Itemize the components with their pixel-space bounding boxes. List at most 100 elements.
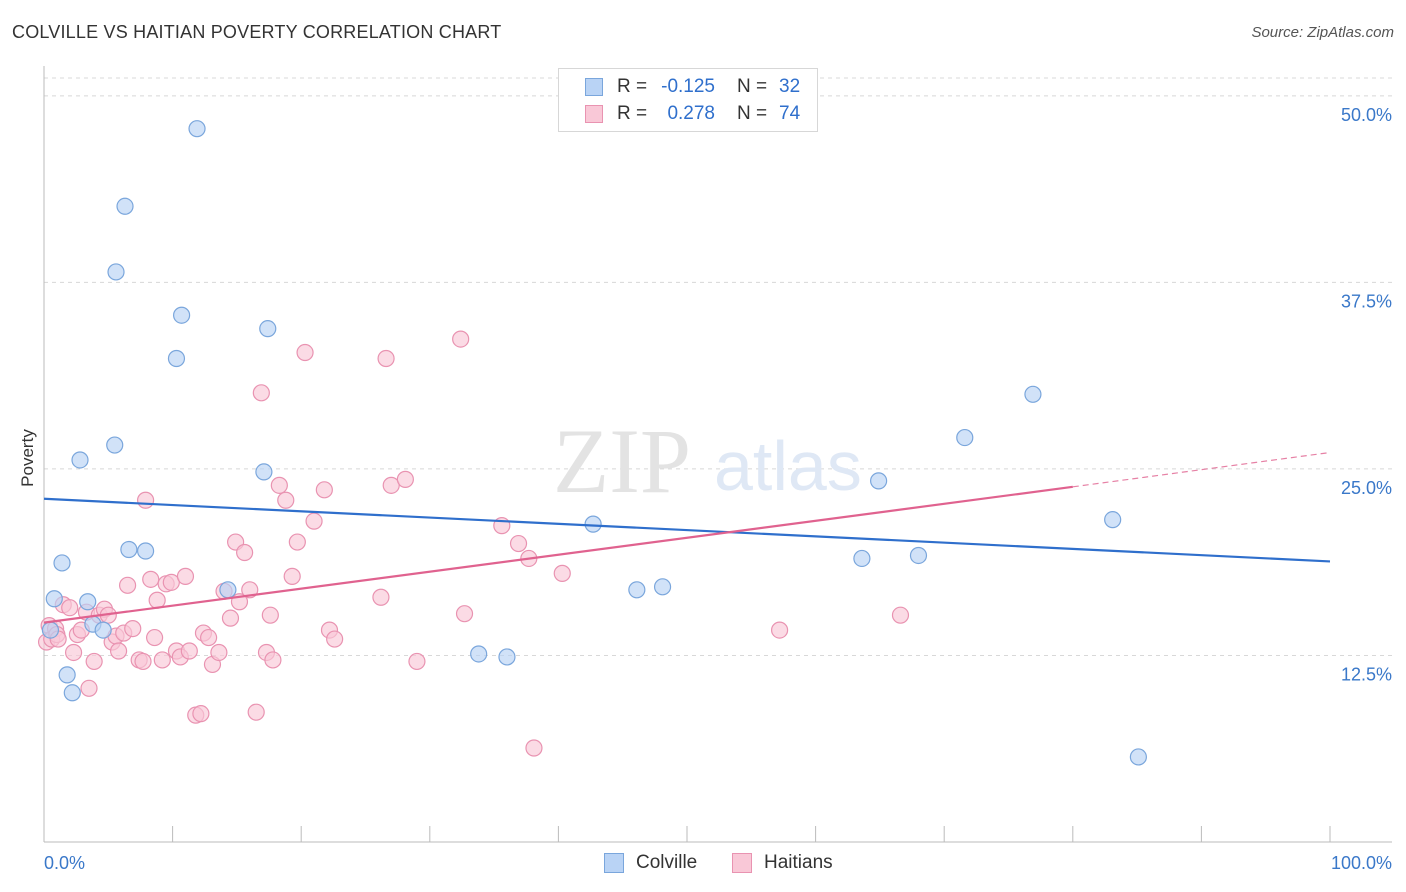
point-colville xyxy=(79,593,97,611)
trend-line-haitians xyxy=(43,485,1073,624)
y-axis-label: Poverty xyxy=(18,429,37,487)
point-colville xyxy=(259,320,277,338)
y-tick-label: 37.5% xyxy=(1341,291,1392,311)
point-haitians xyxy=(192,705,210,723)
point-haitians xyxy=(134,652,152,671)
point-haitians xyxy=(372,588,390,606)
legend-r-value: 0.278 xyxy=(667,103,715,124)
point-colville xyxy=(219,581,237,599)
points-layer xyxy=(37,120,1147,766)
point-colville xyxy=(45,590,63,608)
point-haitians xyxy=(221,609,240,627)
point-colville xyxy=(58,666,76,684)
legend-n-label: N = xyxy=(737,103,768,124)
point-colville xyxy=(106,436,124,454)
point-haitians xyxy=(283,567,301,585)
point-colville xyxy=(136,542,155,560)
point-haitians xyxy=(118,576,137,594)
trend-line-colville xyxy=(43,497,1331,563)
point-colville xyxy=(173,306,191,324)
point-haitians xyxy=(176,567,195,585)
series-legend-label: Haitians xyxy=(764,852,833,873)
point-haitians xyxy=(770,621,789,639)
chart-title: COLVILLE VS HAITIAN POVERTY CORRELATION … xyxy=(12,22,502,42)
stats-legend: R = -0.125 N = 32 R = 0.278 N = 74 xyxy=(558,68,818,132)
legend-r-label: R = xyxy=(617,76,648,97)
series-legend-haitians[interactable]: Haitians xyxy=(732,852,833,874)
point-haitians xyxy=(396,470,414,488)
legend-n-value: 74 xyxy=(779,103,801,124)
point-haitians xyxy=(288,533,306,551)
point-haitians xyxy=(85,652,103,671)
point-haitians xyxy=(241,581,259,599)
point-haitians xyxy=(109,642,128,660)
series-swatch-haitians xyxy=(732,853,752,873)
point-colville xyxy=(628,581,646,599)
point-colville xyxy=(1104,511,1122,529)
point-haitians xyxy=(509,534,528,553)
point-haitians xyxy=(180,642,198,660)
point-haitians xyxy=(247,703,265,721)
point-haitians xyxy=(315,481,333,499)
point-colville xyxy=(870,472,888,490)
point-haitians xyxy=(124,619,142,638)
legend-r-label: R = xyxy=(617,103,648,124)
point-colville xyxy=(853,549,871,568)
point-colville xyxy=(107,263,125,281)
point-colville xyxy=(53,554,71,572)
y-tick-label: 50.0% xyxy=(1341,105,1392,125)
series-legend-colville[interactable]: Colville xyxy=(604,852,697,874)
point-haitians xyxy=(305,512,323,530)
series-swatch-colville xyxy=(604,853,624,873)
point-colville xyxy=(498,648,516,666)
point-haitians xyxy=(80,679,98,697)
point-haitians xyxy=(252,384,270,402)
point-haitians xyxy=(891,606,910,624)
point-colville xyxy=(584,515,602,533)
point-colville xyxy=(167,349,186,368)
legend-swatch-colville xyxy=(585,78,603,96)
point-haitians xyxy=(553,564,571,582)
point-colville xyxy=(1024,385,1042,403)
legend-r-value: -0.125 xyxy=(661,76,715,97)
legend-swatch-haitians xyxy=(585,105,603,123)
watermark-zip: ZIP xyxy=(553,410,691,512)
x-tick-label-min: 0.0% xyxy=(44,853,85,873)
point-haitians xyxy=(377,349,395,368)
point-colville xyxy=(653,578,672,596)
y-tick-label: 12.5% xyxy=(1341,664,1392,684)
point-colville xyxy=(470,645,488,663)
watermark-atlas: atlas xyxy=(714,427,862,505)
axis-layer xyxy=(43,66,1392,843)
point-haitians xyxy=(142,570,160,588)
series-legend: Colville Haitians xyxy=(0,852,1406,878)
point-haitians xyxy=(261,606,279,624)
point-haitians xyxy=(64,643,83,662)
legend-row-colville: R = -0.125 N = 32 xyxy=(585,75,800,99)
point-haitians xyxy=(452,330,470,348)
point-haitians xyxy=(270,476,288,494)
source-label: Source: ZipAtlas.com xyxy=(1251,24,1394,41)
point-haitians xyxy=(61,599,79,617)
point-colville xyxy=(909,546,928,565)
trend-extension-haitians xyxy=(1072,451,1331,488)
series-legend-label: Colville xyxy=(636,852,698,873)
y-tick-label: 25.0% xyxy=(1341,478,1392,498)
point-haitians xyxy=(153,651,171,669)
legend-n-value: 32 xyxy=(779,76,801,97)
watermark-layer: ZIP atlas xyxy=(553,410,862,512)
point-colville xyxy=(956,428,974,447)
point-haitians xyxy=(455,605,474,623)
x-tick-label-max: 100.0% xyxy=(1331,853,1392,873)
point-haitians xyxy=(296,343,314,362)
point-haitians xyxy=(277,491,295,509)
point-colville xyxy=(1129,748,1147,766)
point-colville xyxy=(188,120,206,138)
point-haitians xyxy=(264,651,282,669)
point-haitians xyxy=(210,643,228,662)
point-colville xyxy=(63,684,81,702)
point-colville xyxy=(255,463,273,481)
point-colville xyxy=(116,197,134,215)
point-haitians xyxy=(408,652,426,671)
point-haitians xyxy=(326,630,344,648)
